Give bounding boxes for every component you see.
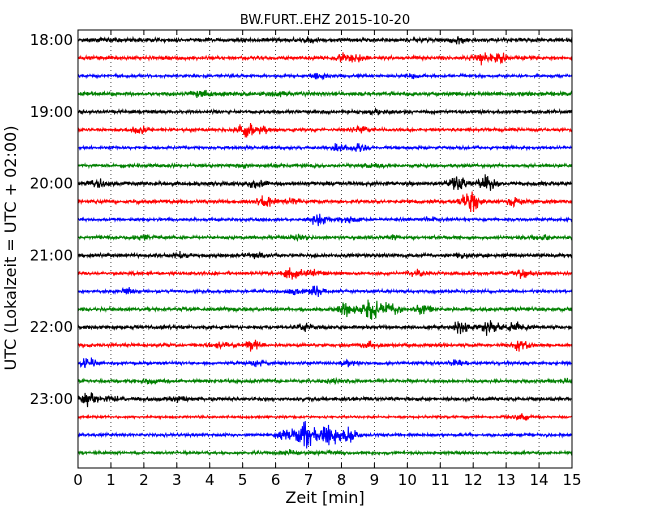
trace-2145	[77, 299, 573, 320]
y-axis: 18:00 19:00 20:00 21:00 22:00 23:00	[30, 31, 572, 408]
x-tick-label: 12	[464, 471, 483, 489]
x-tick-label: 7	[304, 471, 314, 489]
trace-2100	[77, 250, 573, 260]
y-tick-label: 23:00	[30, 390, 73, 408]
y-tick-label: 19:00	[30, 103, 73, 121]
trace-2200	[77, 320, 573, 336]
x-tick-label: 6	[271, 471, 281, 489]
trace-2245	[77, 376, 573, 386]
trace-1800	[77, 35, 573, 45]
trace-2130	[77, 285, 573, 297]
x-axis-label: Zeit [min]	[285, 488, 364, 507]
trace-1945	[77, 161, 573, 170]
trace-2030	[77, 213, 573, 227]
x-tick-label: 0	[73, 471, 83, 489]
trace-2045	[77, 233, 573, 243]
trace-2000	[77, 174, 573, 191]
trace-2315	[77, 413, 573, 422]
trace-1815	[77, 52, 573, 66]
x-tick-label: 3	[172, 471, 182, 489]
trace-2230	[77, 357, 573, 369]
y-tick-label: 22:00	[30, 318, 73, 336]
trace-2300	[77, 392, 573, 408]
trace-1900	[77, 107, 573, 116]
x-tick-label: 13	[497, 471, 516, 489]
trace-1915	[77, 122, 573, 138]
y-tick-label: 20:00	[30, 175, 73, 193]
x-tick-label: 1	[106, 471, 116, 489]
plot-frame	[77, 29, 573, 469]
trace-2345	[77, 448, 573, 457]
x-tick-label: 2	[139, 471, 149, 489]
x-tick-label: 15	[562, 471, 581, 489]
seismic-traces	[77, 35, 573, 457]
plot-area-background	[78, 30, 572, 468]
y-tick-label: 18:00	[30, 31, 73, 49]
trace-1930	[77, 143, 573, 153]
trace-2015	[77, 191, 573, 213]
trace-1830	[77, 72, 573, 81]
trace-2115	[77, 267, 573, 280]
x-tick-label: 9	[370, 471, 380, 489]
y-axis-label: UTC (Lokalzeit = UTC + 02:00)	[1, 126, 20, 371]
x-tick-label: 14	[530, 471, 549, 489]
x-tick-label: 5	[238, 471, 248, 489]
x-tick-label: 4	[205, 471, 215, 489]
trace-1845	[77, 89, 573, 99]
y-tick-label: 21:00	[30, 246, 73, 264]
x-axis: 0 1 2 3 4 5 6 7 8 9 10 11 12 13 14 15	[73, 30, 582, 489]
x-tick-label: 10	[398, 471, 417, 489]
trace-2330	[77, 421, 573, 449]
x-tick-label: 11	[431, 471, 450, 489]
chart-title: BW.FURT..EHZ 2015-10-20	[240, 13, 410, 28]
trace-2215	[77, 339, 573, 352]
x-tick-label: 8	[337, 471, 347, 489]
